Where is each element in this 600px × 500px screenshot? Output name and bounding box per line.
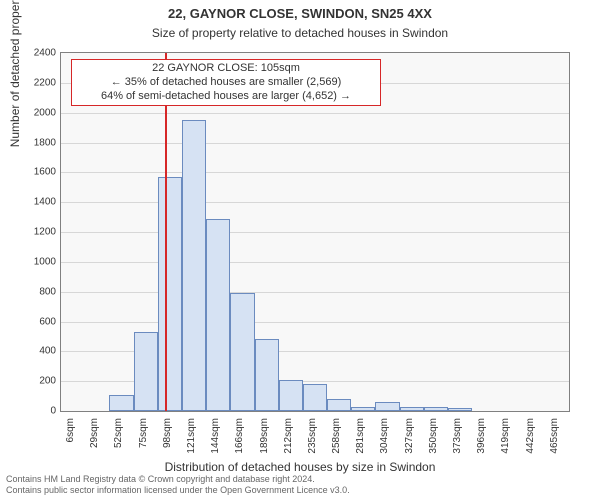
y-tick-label: 1200 xyxy=(6,227,56,238)
grid-line xyxy=(61,292,569,293)
y-tick-label: 1400 xyxy=(6,197,56,208)
histogram-bar xyxy=(230,293,254,411)
x-tick-label: 396sqm xyxy=(476,418,487,462)
histogram-bar xyxy=(375,402,399,411)
y-tick-label: 2000 xyxy=(6,107,56,118)
grid-line xyxy=(61,232,569,233)
histogram-bar xyxy=(109,395,133,411)
y-tick-label: 1000 xyxy=(6,256,56,267)
y-tick-label: 2200 xyxy=(6,77,56,88)
y-axis-title: Number of detached properties xyxy=(8,0,22,147)
x-tick-label: 235sqm xyxy=(307,418,318,462)
plot-area: 22 GAYNOR CLOSE: 105sqm ← 35% of detache… xyxy=(60,52,570,412)
x-tick-label: 98sqm xyxy=(162,418,173,462)
y-tick-label: 1600 xyxy=(6,167,56,178)
annotation-line-2: ← 35% of detached houses are smaller (2,… xyxy=(78,76,374,90)
x-tick-label: 350sqm xyxy=(428,418,439,462)
x-tick-label: 258sqm xyxy=(331,418,342,462)
histogram-bar xyxy=(158,177,182,411)
x-tick-label: 189sqm xyxy=(259,418,270,462)
x-tick-label: 419sqm xyxy=(500,418,511,462)
annotation-box: 22 GAYNOR CLOSE: 105sqm ← 35% of detache… xyxy=(71,59,381,106)
x-tick-label: 166sqm xyxy=(234,418,245,462)
x-tick-label: 6sqm xyxy=(65,418,76,462)
grid-line xyxy=(61,143,569,144)
x-tick-label: 52sqm xyxy=(113,418,124,462)
x-tick-label: 465sqm xyxy=(549,418,560,462)
y-tick-label: 1800 xyxy=(6,137,56,148)
x-tick-label: 121sqm xyxy=(186,418,197,462)
histogram-bar xyxy=(279,380,303,411)
histogram-bar xyxy=(400,407,424,411)
histogram-bar xyxy=(182,120,206,411)
x-tick-label: 373sqm xyxy=(452,418,463,462)
histogram-bar xyxy=(134,332,158,411)
x-tick-label: 212sqm xyxy=(283,418,294,462)
histogram-bar xyxy=(303,384,327,411)
x-tick-label: 144sqm xyxy=(210,418,221,462)
y-tick-label: 400 xyxy=(6,346,56,357)
grid-line xyxy=(61,113,569,114)
histogram-bar xyxy=(351,407,375,411)
x-tick-label: 442sqm xyxy=(525,418,536,462)
x-axis-title: Distribution of detached houses by size … xyxy=(0,460,600,474)
grid-line xyxy=(61,322,569,323)
histogram-bar xyxy=(448,408,472,411)
annotation-line-1: 22 GAYNOR CLOSE: 105sqm xyxy=(78,62,374,76)
histogram-bar xyxy=(327,399,351,411)
x-tick-label: 29sqm xyxy=(89,418,100,462)
page-subtitle: Size of property relative to detached ho… xyxy=(0,26,600,40)
chart-container: { "header": { "title": "22, GAYNOR CLOSE… xyxy=(0,0,600,500)
grid-line xyxy=(61,262,569,263)
y-tick-label: 600 xyxy=(6,316,56,327)
y-tick-label: 0 xyxy=(6,406,56,417)
grid-line xyxy=(61,172,569,173)
histogram-bar xyxy=(255,339,279,411)
property-marker-line xyxy=(165,53,167,411)
annotation-line-3: 64% of semi-detached houses are larger (… xyxy=(78,90,374,104)
x-tick-label: 327sqm xyxy=(404,418,415,462)
grid-line xyxy=(61,202,569,203)
histogram-bar xyxy=(424,407,448,411)
footer-line-2: Contains public sector information licen… xyxy=(6,485,350,496)
x-tick-label: 75sqm xyxy=(138,418,149,462)
page-title: 22, GAYNOR CLOSE, SWINDON, SN25 4XX xyxy=(0,6,600,21)
footer-attribution: Contains HM Land Registry data © Crown c… xyxy=(6,474,350,496)
x-tick-label: 281sqm xyxy=(355,418,366,462)
y-tick-label: 2400 xyxy=(6,48,56,59)
x-tick-label: 304sqm xyxy=(379,418,390,462)
y-tick-label: 200 xyxy=(6,376,56,387)
footer-line-1: Contains HM Land Registry data © Crown c… xyxy=(6,474,350,485)
y-tick-label: 800 xyxy=(6,286,56,297)
histogram-bar xyxy=(206,219,230,411)
